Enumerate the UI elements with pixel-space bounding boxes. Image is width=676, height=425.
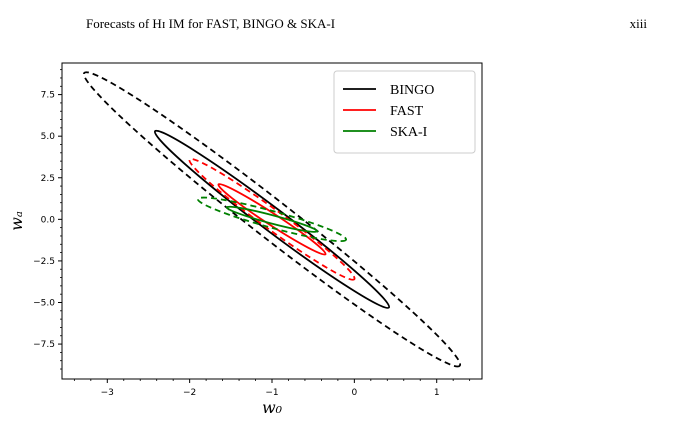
ska-i-2-sigma-contour [196, 196, 348, 243]
y-tick-label: 5.0 [41, 132, 56, 142]
y-ticks: 7.5 5.0 2.5 0.0 −2.5 −5.0 −7.5 [33, 69, 62, 370]
x-tick-label: 0 [351, 388, 357, 398]
running-head: Forecasts of Hɪ IM for FAST, BINGO & SKA… [86, 16, 336, 31]
y-axis-label: wₐ [7, 211, 26, 231]
x-tick-label: −2 [183, 388, 196, 398]
x-tick-label: 1 [434, 388, 440, 398]
legend-label-bingo: BINGO [390, 83, 434, 98]
bingo-1-sigma-contour [153, 129, 391, 309]
fast-1-sigma-contour [217, 183, 327, 256]
ska-i-1-sigma-contour [225, 205, 319, 233]
legend-label-fast: FAST [390, 104, 424, 119]
legend-label-ska-i: SKA-I [390, 125, 428, 140]
fast-2-sigma-contour [188, 158, 356, 281]
bingo-2-sigma-contour [82, 71, 462, 368]
legend: BINGO FAST SKA-I [333, 70, 476, 154]
y-tick-label: 2.5 [41, 174, 55, 184]
x-ticks: −3 −2 −1 0 1 [73, 379, 471, 398]
x-tick-label: −1 [265, 388, 278, 398]
x-tick-label: −3 [101, 388, 114, 398]
page-number: xiii [629, 16, 647, 31]
y-tick-label: 7.5 [41, 91, 55, 101]
y-tick-label: −2.5 [33, 257, 55, 267]
y-tick-label: −5.0 [33, 298, 55, 308]
y-tick-label: −7.5 [33, 340, 55, 350]
x-axis-label: w₀ [262, 398, 283, 417]
legend-box [333, 70, 476, 154]
contours-layer [82, 71, 462, 368]
y-tick-label: 0.0 [41, 215, 56, 225]
